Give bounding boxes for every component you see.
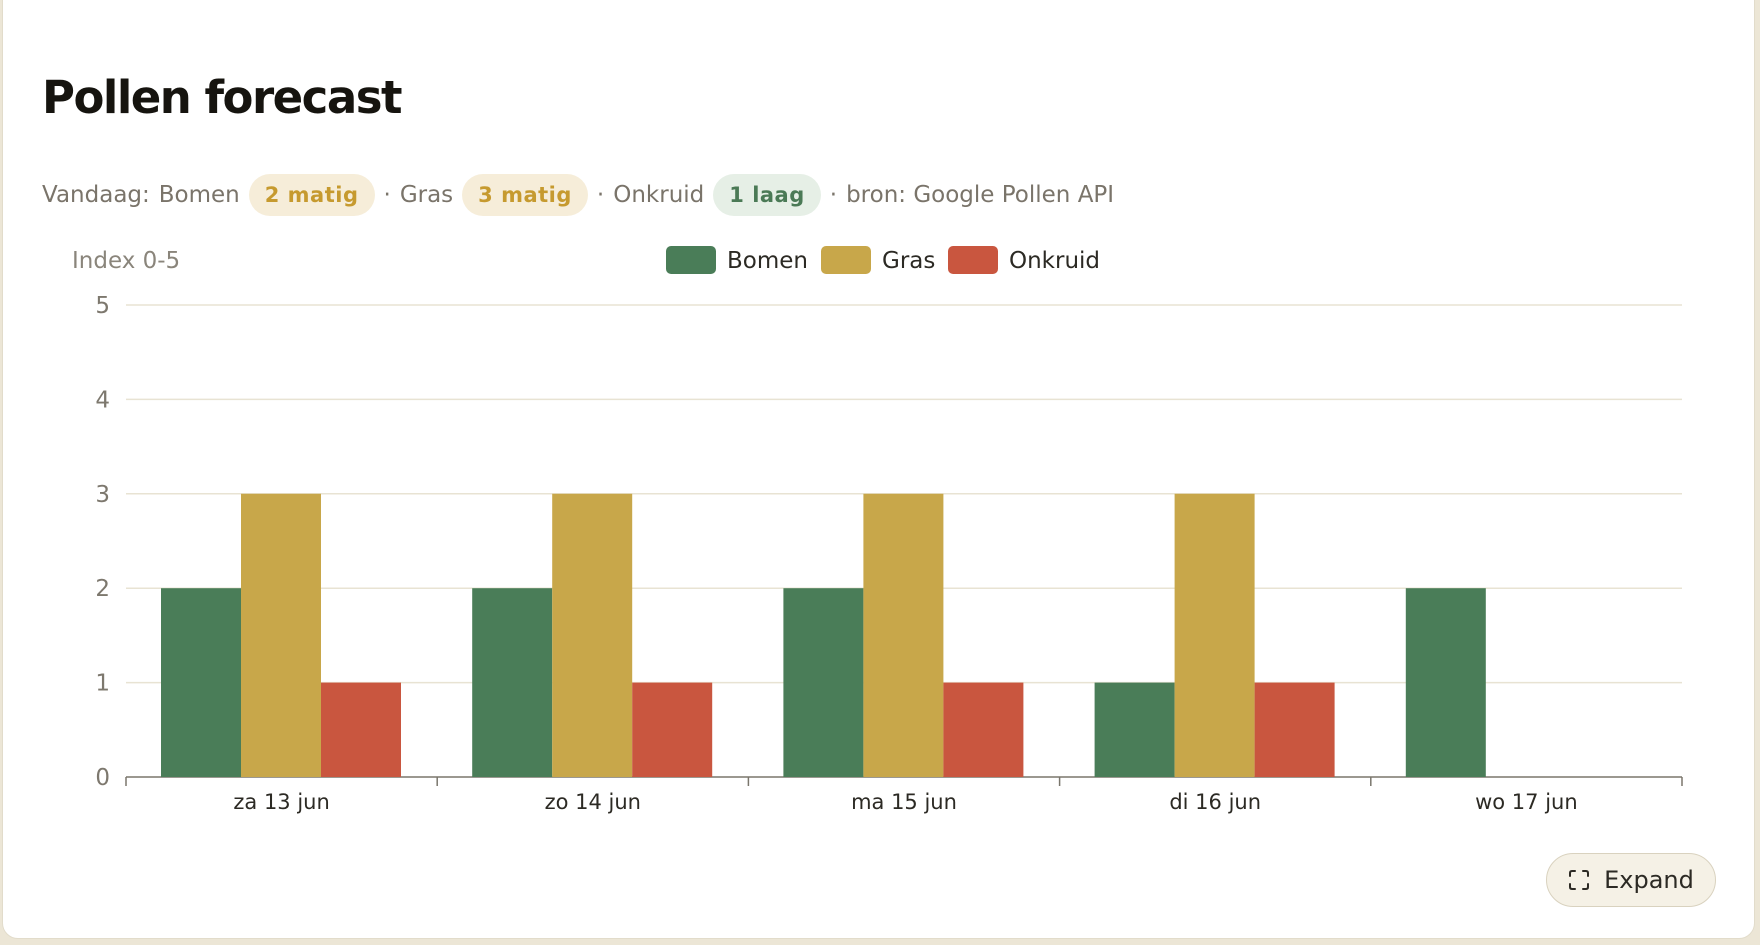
bar-gras [552,493,633,777]
legend-swatch-onkruid [948,246,998,274]
y-tick-label: 1 [95,671,110,697]
summary-separator: · [383,182,391,208]
bar-bomen [783,588,864,777]
y-tick-label: 2 [95,576,110,602]
summary-label-bomen: Bomen [158,182,240,208]
x-tick-label: zo 14 jun [545,790,641,814]
bar-bomen [161,588,241,777]
bar-onkruid [1254,682,1335,777]
x-tick-label: za 13 jun [233,790,329,814]
badge-gras: 3 matig [462,174,588,216]
bar-onkruid [321,682,401,777]
y-tick-label: 5 [95,293,110,319]
badge-bomen: 2 matig [248,174,375,216]
summary-separator: · [596,182,605,208]
bar-bomen [472,588,553,777]
card-title: Pollen forecast [42,71,403,124]
summary-prefix: Vandaag: [42,182,150,208]
expand-label: Expand [1604,866,1694,894]
bar-gras [863,493,944,777]
today-summary: Vandaag: Bomen 2 matig · Gras 3 matig · … [42,174,1114,216]
badge-onkruid: 1 laag [713,174,821,216]
bar-onkruid [943,682,1024,777]
bar-bomen [1405,588,1486,777]
y-tick-label: 0 [95,765,110,791]
y-tick-label: 4 [95,387,110,413]
summary-label-onkruid: Onkruid [613,182,705,208]
summary-separator: · [829,182,838,208]
bar-onkruid [632,682,713,777]
expand-icon [1569,870,1590,890]
bar-bomen [1094,682,1175,777]
expand-button[interactable]: Expand [1546,853,1716,907]
legend-label-onkruid: Onkruid [1009,248,1100,274]
legend-label-gras: Gras [882,248,935,274]
legend-swatch-gras [821,246,871,274]
y-axis-label: Index 0-5 [72,248,180,274]
bar-gras [241,493,321,777]
bar-gras [1174,493,1255,777]
x-tick-label: di 16 jun [1169,790,1261,814]
summary-source: bron: Google Pollen API [846,182,1115,208]
x-tick-label: ma 15 jun [851,790,957,814]
legend-swatch-bomen [666,246,716,274]
legend-label-bomen: Bomen [727,248,808,274]
summary-label-gras: Gras [399,182,454,208]
y-tick-label: 3 [95,482,110,508]
x-tick-label: wo 17 jun [1475,790,1578,814]
